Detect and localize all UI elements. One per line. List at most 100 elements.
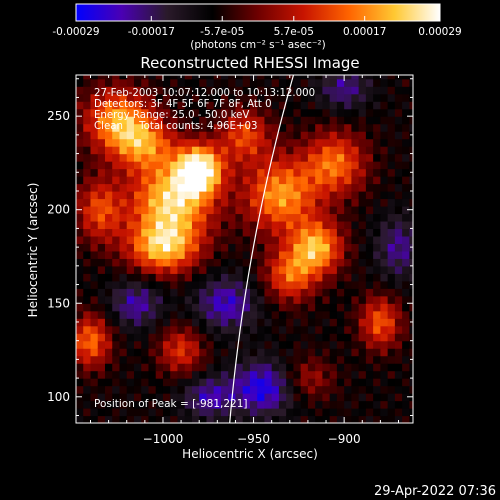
heatmap-cell bbox=[264, 415, 273, 423]
heatmap-cell bbox=[373, 348, 381, 357]
heatmap-cell bbox=[329, 108, 338, 117]
heatmap-cell bbox=[358, 116, 367, 125]
heatmap-cell bbox=[315, 295, 324, 304]
heatmap-cell bbox=[394, 288, 403, 297]
heatmap-cell bbox=[177, 393, 186, 402]
heatmap-cell bbox=[235, 295, 244, 304]
heatmap-cell bbox=[170, 161, 179, 170]
heatmap-cell bbox=[119, 385, 128, 394]
heatmap-cell bbox=[112, 198, 121, 207]
heatmap-cell bbox=[170, 385, 179, 394]
heatmap-cell bbox=[286, 78, 295, 87]
heatmap-cell bbox=[286, 108, 295, 117]
heatmap-cell bbox=[199, 123, 208, 132]
heatmap-cell bbox=[104, 108, 113, 117]
heatmap-cell bbox=[373, 363, 381, 372]
heatmap-cell bbox=[155, 340, 164, 349]
heatmap-cell bbox=[133, 415, 142, 423]
heatmap-cell bbox=[293, 78, 302, 87]
heatmap-cell bbox=[206, 205, 215, 215]
heatmap-cell bbox=[278, 93, 287, 102]
heatmap-cell bbox=[126, 318, 135, 327]
heatmap-cell bbox=[336, 363, 345, 372]
heatmap-cell bbox=[177, 146, 186, 155]
heatmap-cell bbox=[380, 273, 389, 282]
heatmap-cell bbox=[329, 273, 338, 282]
heatmap-cell bbox=[213, 325, 222, 334]
heatmap-cell bbox=[155, 408, 164, 417]
heatmap-cell bbox=[133, 78, 142, 87]
heatmap-cell bbox=[242, 325, 251, 334]
heatmap-cell bbox=[344, 93, 352, 102]
heatmap-cell bbox=[206, 318, 215, 327]
heatmap-cell bbox=[76, 333, 84, 342]
heatmap-cell bbox=[104, 78, 113, 87]
heatmap-cell bbox=[141, 363, 150, 372]
heatmap-cell bbox=[184, 288, 193, 297]
heatmap-cell bbox=[148, 191, 157, 200]
heatmap-cell bbox=[119, 310, 128, 319]
heatmap-cell bbox=[264, 183, 273, 192]
heatmap-cell bbox=[344, 235, 352, 244]
heatmap-cell bbox=[264, 273, 273, 282]
heatmap-cell bbox=[141, 348, 150, 357]
heatmap-cell bbox=[380, 131, 389, 140]
heatmap-cell bbox=[162, 400, 171, 409]
heatmap-cell bbox=[119, 220, 128, 230]
x-tick-label: −1000 bbox=[143, 432, 184, 446]
heatmap-cell bbox=[177, 161, 186, 170]
heatmap-cell bbox=[177, 310, 186, 319]
heatmap-cell bbox=[315, 378, 324, 387]
heatmap-cell bbox=[402, 258, 410, 267]
heatmap-cell bbox=[264, 295, 273, 304]
heatmap-cell bbox=[278, 75, 287, 80]
heatmap-cell bbox=[126, 138, 135, 147]
heatmap-cell bbox=[257, 400, 266, 409]
heatmap-cell bbox=[155, 348, 164, 357]
heatmap-cell bbox=[271, 288, 280, 297]
heatmap-cell bbox=[119, 191, 128, 200]
heatmap-cell bbox=[293, 273, 302, 282]
heatmap-cell bbox=[315, 191, 324, 200]
heatmap-cell bbox=[104, 176, 113, 185]
heatmap-cell bbox=[373, 161, 381, 170]
heatmap-cell bbox=[148, 183, 157, 192]
heatmap-cell bbox=[213, 340, 222, 349]
heatmap-cell bbox=[199, 340, 208, 349]
heatmap-cell bbox=[184, 348, 193, 357]
heatmap-cell bbox=[162, 325, 171, 334]
heatmap-cell bbox=[286, 86, 295, 95]
heatmap bbox=[76, 75, 413, 423]
heatmap-cell bbox=[184, 123, 193, 132]
heatmap-cell bbox=[112, 153, 121, 162]
heatmap-cell bbox=[206, 325, 215, 334]
heatmap-cell bbox=[278, 408, 287, 417]
heatmap-cell bbox=[213, 385, 222, 394]
heatmap-cell bbox=[148, 385, 157, 394]
heatmap-cell bbox=[199, 75, 208, 80]
heatmap-cell bbox=[373, 138, 381, 147]
heatmap-cell bbox=[76, 340, 84, 349]
heatmap-cell bbox=[286, 235, 295, 244]
heatmap-cell bbox=[170, 393, 179, 402]
heatmap-cell bbox=[286, 116, 295, 125]
heatmap-cell bbox=[141, 146, 150, 155]
heatmap-cell bbox=[322, 378, 331, 387]
heatmap-cell bbox=[336, 176, 345, 185]
heatmap-cell bbox=[191, 116, 200, 125]
heatmap-cell bbox=[126, 250, 135, 259]
heatmap-cell bbox=[126, 153, 135, 162]
heatmap-cell bbox=[307, 108, 316, 117]
heatmap-cell bbox=[76, 75, 84, 80]
heatmap-cell bbox=[336, 146, 345, 155]
heatmap-cell bbox=[409, 183, 413, 192]
heatmap-cell bbox=[271, 400, 280, 409]
heatmap-cell bbox=[206, 108, 215, 117]
heatmap-cell bbox=[112, 123, 121, 132]
heatmap-cell bbox=[90, 385, 99, 394]
heatmap-cell bbox=[365, 378, 374, 387]
heatmap-cell bbox=[199, 153, 208, 162]
heatmap-cell bbox=[286, 220, 295, 230]
heatmap-cell bbox=[300, 153, 309, 162]
heatmap-cell bbox=[322, 176, 331, 185]
